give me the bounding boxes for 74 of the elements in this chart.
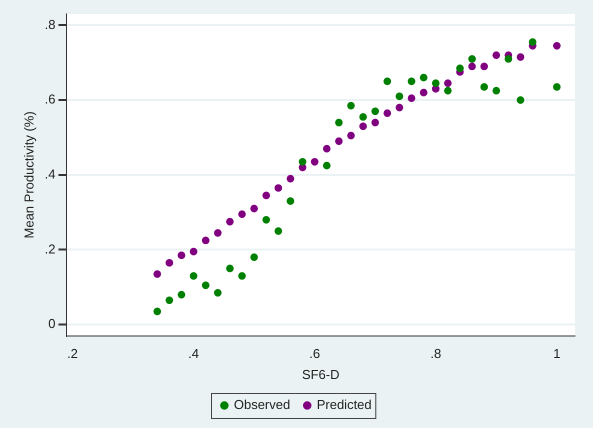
point bbox=[553, 42, 561, 50]
point bbox=[456, 64, 464, 72]
point bbox=[371, 107, 380, 116]
point bbox=[492, 86, 500, 95]
point bbox=[504, 55, 512, 63]
point bbox=[214, 288, 222, 297]
point bbox=[166, 259, 174, 267]
point bbox=[202, 281, 210, 290]
point bbox=[371, 118, 380, 126]
point bbox=[322, 162, 331, 170]
point bbox=[432, 79, 440, 88]
point bbox=[335, 118, 343, 126]
point bbox=[408, 78, 416, 86]
point bbox=[396, 104, 404, 112]
point bbox=[190, 248, 198, 256]
point bbox=[359, 122, 367, 130]
point bbox=[468, 62, 476, 70]
point bbox=[153, 308, 162, 316]
point bbox=[420, 88, 428, 96]
point bbox=[202, 236, 210, 244]
point bbox=[444, 86, 452, 95]
point bbox=[516, 96, 524, 104]
point bbox=[492, 51, 500, 59]
point bbox=[166, 296, 174, 304]
point bbox=[298, 158, 306, 166]
y-tick-label: .6 bbox=[44, 92, 56, 107]
point bbox=[286, 174, 294, 182]
point bbox=[480, 83, 488, 91]
point bbox=[153, 270, 162, 278]
x-axis-title: SF6-D bbox=[302, 366, 340, 382]
x-tick-label: .2 bbox=[67, 346, 78, 362]
y-tick-label: .2 bbox=[44, 241, 56, 256]
point bbox=[516, 53, 524, 61]
point bbox=[262, 192, 270, 200]
point bbox=[226, 218, 234, 226]
point bbox=[347, 132, 355, 140]
point bbox=[468, 55, 476, 63]
point bbox=[420, 74, 428, 82]
point bbox=[396, 92, 404, 100]
point bbox=[238, 210, 246, 218]
point bbox=[190, 272, 198, 280]
x-tick-label: .4 bbox=[188, 346, 200, 362]
point bbox=[274, 184, 282, 192]
point bbox=[384, 109, 392, 117]
point bbox=[226, 264, 234, 272]
y-axis-title: Mean Productivity (%) bbox=[21, 111, 36, 238]
point bbox=[528, 38, 536, 46]
point bbox=[214, 229, 222, 237]
point bbox=[178, 290, 186, 298]
x-tick-label: .8 bbox=[430, 346, 442, 362]
y-tick-label: 0 bbox=[48, 316, 56, 332]
point bbox=[238, 272, 246, 280]
point bbox=[384, 78, 392, 86]
x-tick-label: .6 bbox=[309, 346, 320, 362]
x-tick-label: 1 bbox=[553, 346, 560, 362]
point bbox=[444, 79, 452, 88]
point bbox=[310, 158, 318, 166]
y-tick-label: .4 bbox=[44, 166, 56, 182]
point bbox=[553, 83, 561, 91]
point bbox=[250, 204, 258, 212]
point bbox=[250, 253, 258, 262]
point bbox=[274, 227, 282, 235]
point bbox=[480, 62, 488, 70]
point bbox=[347, 102, 355, 110]
point bbox=[359, 113, 367, 121]
point bbox=[408, 94, 416, 102]
point bbox=[335, 137, 343, 146]
point bbox=[262, 216, 270, 224]
point bbox=[178, 252, 186, 260]
legend-label: Predicted bbox=[316, 397, 372, 412]
point bbox=[322, 144, 331, 153]
y-tick-label: .8 bbox=[44, 16, 56, 32]
point bbox=[286, 197, 294, 205]
legend-label: Observed bbox=[234, 397, 290, 412]
